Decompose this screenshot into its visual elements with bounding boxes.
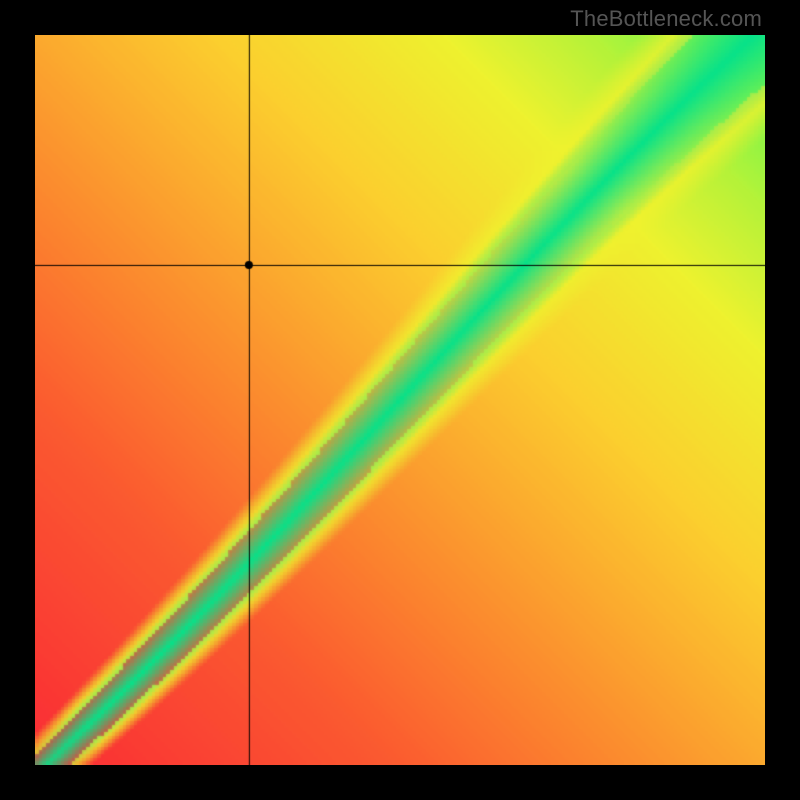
watermark-text: TheBottleneck.com: [570, 6, 762, 32]
heatmap-canvas: [35, 35, 765, 765]
bottleneck-heatmap: [35, 35, 765, 765]
